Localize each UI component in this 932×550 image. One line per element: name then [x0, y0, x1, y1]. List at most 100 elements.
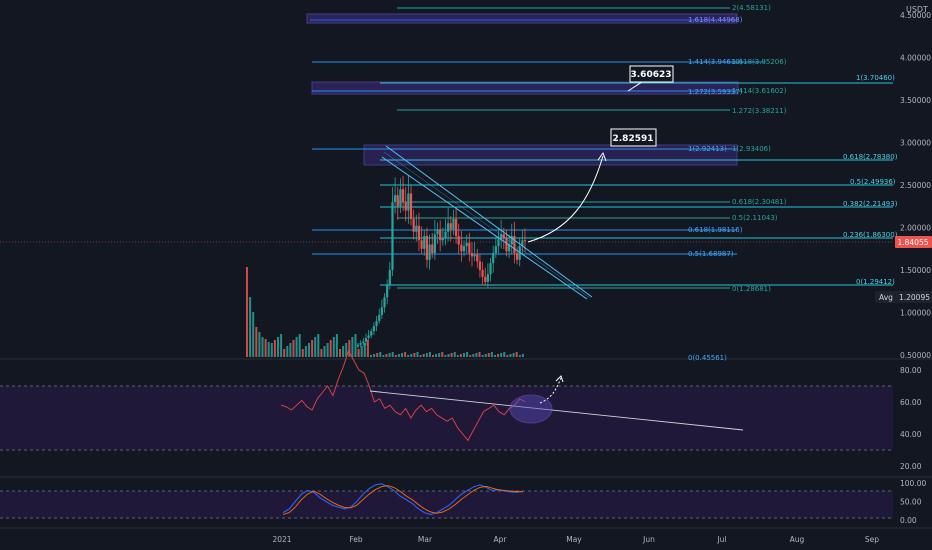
price-tick-label: 3.50000 [900, 96, 931, 105]
candle-body [470, 253, 474, 257]
volume-bar [264, 339, 267, 357]
candle-body [420, 240, 423, 249]
volume-bar [388, 353, 391, 357]
candle-body [492, 253, 495, 264]
stoch-d-line [282, 485, 524, 515]
callout-box [610, 128, 657, 147]
volume-bar [255, 327, 258, 357]
callout-text: 2.82591 [613, 134, 654, 144]
volume-bar [308, 343, 310, 357]
volume-bar [472, 354, 475, 357]
volume-bar [345, 343, 348, 357]
volume-bar [481, 355, 484, 357]
candle-body [465, 242, 468, 247]
volume-bar [419, 355, 422, 357]
volume-bar [444, 355, 447, 357]
volume-bar [515, 352, 518, 357]
avg-value: 1.20095 [899, 293, 930, 302]
volume-bar [438, 353, 441, 357]
candle-body [494, 246, 497, 253]
volume-bar [295, 337, 298, 357]
rsi-highlight-ellipse [509, 394, 553, 424]
volume-bar [273, 340, 276, 357]
volume-bar [475, 353, 478, 357]
candle-body [380, 307, 383, 316]
candle-body [510, 236, 513, 245]
volume-bar [348, 340, 351, 357]
candle-body [484, 276, 487, 282]
time-axis: 2021 Feb Mar Apr May Jun Jul Aug Sep [272, 535, 879, 544]
volume-bar [335, 334, 338, 357]
fib-label: 0.618(1.98116) [688, 226, 743, 234]
volume-bar [246, 267, 248, 357]
volume-bar [416, 352, 419, 357]
volume-bar [503, 352, 506, 357]
volume-bar [385, 354, 388, 357]
price-tick-label: 0.50000 [900, 351, 931, 360]
badge-box [895, 236, 932, 248]
volume-bar [366, 340, 369, 357]
channel-line-mid [383, 151, 591, 299]
candle-body [481, 270, 484, 277]
time-tick-label: Jul [716, 535, 726, 544]
volume-bar [410, 354, 413, 357]
projection-arrow [527, 155, 604, 243]
fib-label: 1.618(4.44968) [688, 16, 743, 24]
volume-bar [317, 334, 320, 357]
volume-bar [280, 334, 283, 357]
volume-bar [490, 352, 493, 357]
stoch-axis: 100.00 50.00 0.00 [900, 479, 926, 525]
volume-bar [258, 332, 261, 357]
rsi-tick-label: 20.00 [900, 462, 922, 471]
volume-bar [382, 355, 385, 357]
fib-labels: 2(4.58131) 1.618(4.44968) 1.414(3.94610)… [688, 4, 898, 362]
volume-bar [261, 337, 264, 357]
volume-bars [246, 267, 524, 357]
price-tick-label: 3.00000 [900, 139, 931, 148]
candle-body [396, 195, 399, 207]
candle-body [460, 244, 463, 252]
fib-label: 1.414(3.94610) [688, 58, 743, 66]
time-tick-label: Aug [790, 535, 805, 544]
volume-bar [447, 354, 450, 357]
fib-label: 0.5(2.11043) [732, 214, 778, 222]
volume-bar [453, 352, 456, 357]
volume-bar [301, 349, 304, 357]
volume-bar [425, 353, 428, 357]
rsi-tick-label: 60.00 [900, 398, 922, 407]
rsi-line [280, 349, 526, 442]
candle-body [473, 254, 476, 257]
fib-label: 0.618(2.78380) [843, 153, 898, 161]
candle-body [518, 246, 521, 260]
rsi-projection-arrow [539, 377, 562, 404]
volume-bar [311, 340, 314, 357]
volume-bar [497, 354, 500, 357]
volume-bar [360, 346, 363, 357]
candle-body [436, 229, 439, 235]
time-tick-label: 2021 [272, 535, 291, 544]
candle-body [497, 239, 500, 247]
time-tick-label: Jun [642, 535, 655, 544]
volume-bar [320, 349, 323, 357]
volume-bar [314, 337, 317, 357]
rsi-band [0, 386, 893, 450]
volume-bar [270, 343, 273, 357]
volume-bar [487, 353, 490, 357]
fib-label: 0.236(1.86300) [843, 231, 898, 239]
volume-bar [407, 355, 410, 357]
fib-label: 1(2.92413) [688, 145, 727, 153]
volume-bar [506, 355, 509, 357]
candle-body [476, 254, 479, 262]
volume-bar [466, 352, 469, 357]
last-price-badge: 1.84055 [895, 236, 932, 248]
callout-target-2: 3.60623 [627, 65, 674, 92]
volume-bar [329, 340, 332, 357]
volume-bar [484, 354, 487, 357]
candle-body [364, 338, 368, 342]
candle-body [407, 193, 410, 211]
candle-body [521, 240, 524, 247]
volume-bar [456, 355, 459, 357]
candle-body [449, 223, 452, 230]
fib-label: 1.618(3.95206) [732, 58, 787, 66]
